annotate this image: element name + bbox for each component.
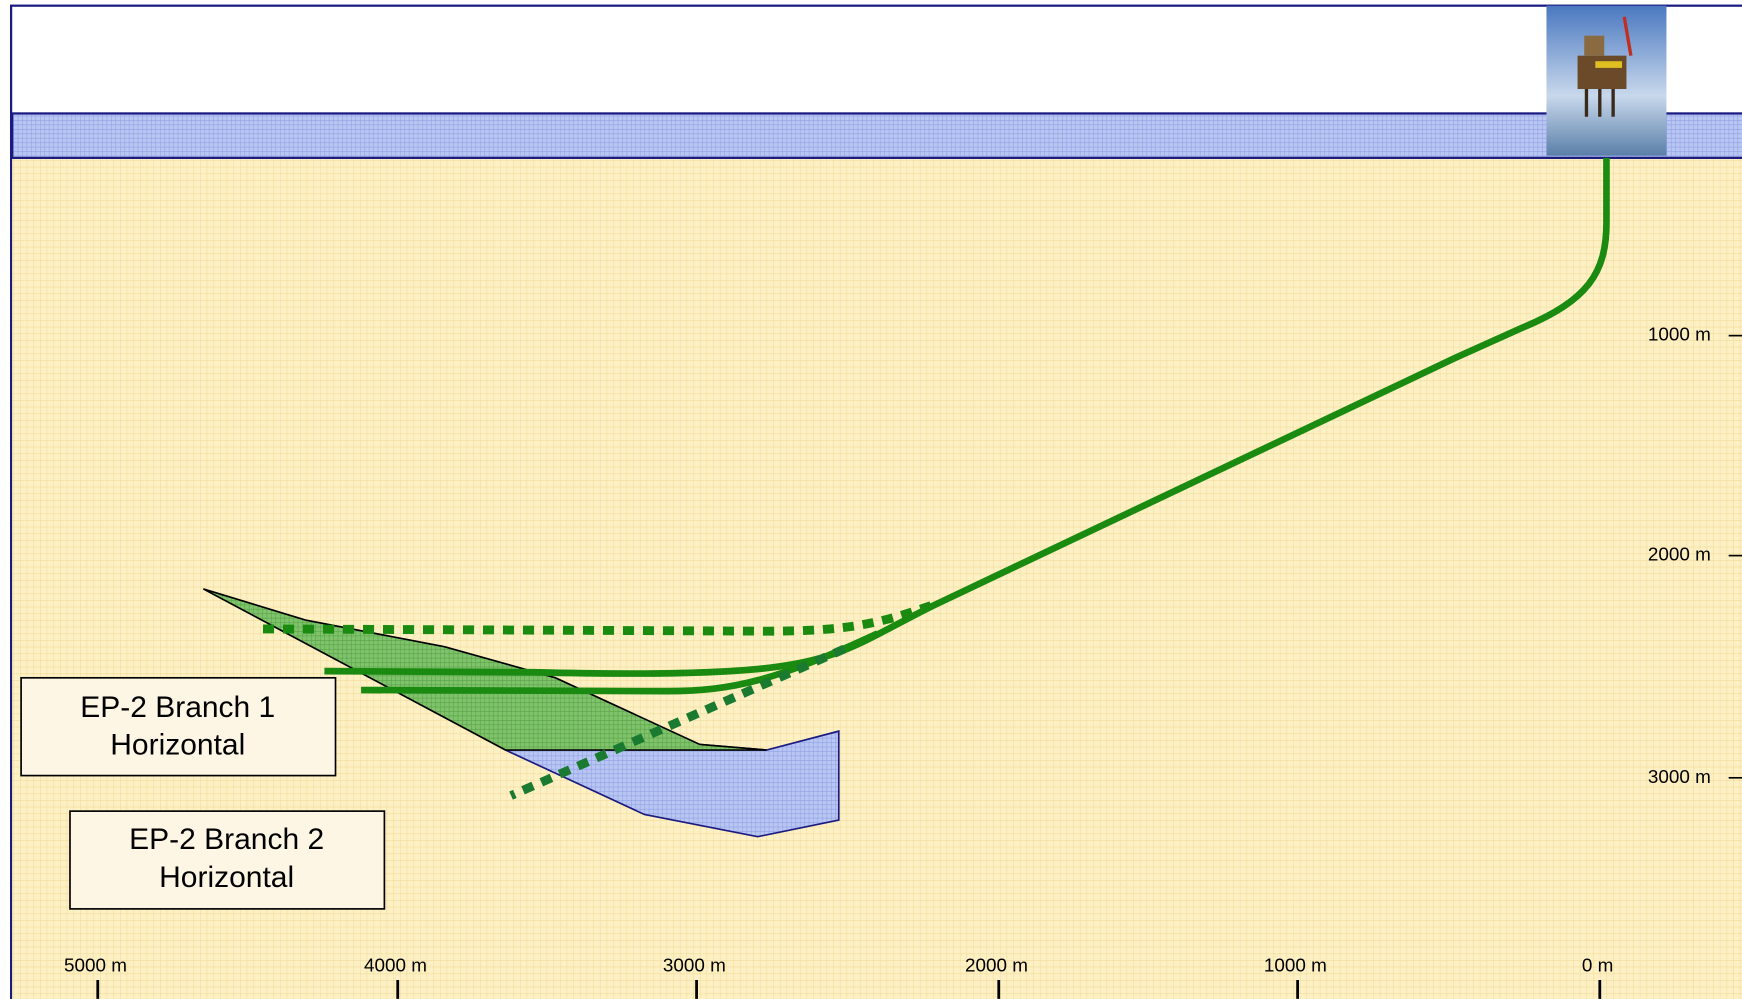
offset-label: 2000 m	[965, 956, 1028, 977]
offset-label: 1000 m	[1264, 956, 1327, 977]
callout-text: EP-2 Branch 1	[80, 691, 275, 724]
depth-label: 2000 m	[1648, 545, 1711, 566]
depth-label: 3000 m	[1648, 767, 1711, 788]
callout-text: Horizontal	[110, 729, 245, 762]
offset-label: 4000 m	[364, 956, 427, 977]
offset-label: 5000 m	[64, 956, 127, 977]
callout-text: Horizontal	[159, 861, 294, 894]
offset-label: 3000 m	[663, 956, 726, 977]
platform	[1546, 6, 1666, 156]
page: EP-2 Branch 1 Horizontal EP-2 Branch 2 Hori…	[0, 0, 1742, 999]
depth-label: 1000 m	[1648, 325, 1711, 346]
sea-layer	[12, 113, 1742, 157]
offset-label: 0 m	[1582, 956, 1613, 977]
callout-text: EP-2 Branch 2	[129, 823, 324, 856]
well-diagram: EP-2 Branch 1 Horizontal EP-2 Branch 2 Hori…	[0, 0, 1742, 999]
